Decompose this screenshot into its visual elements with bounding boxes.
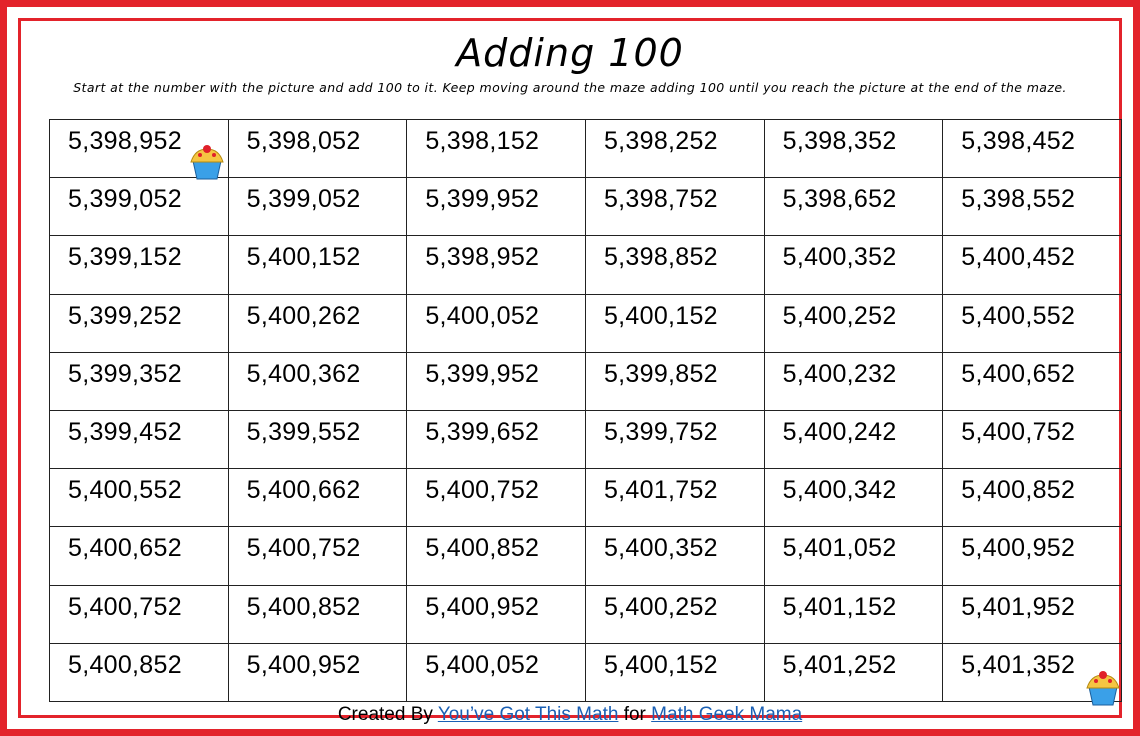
table-cell: 5,399,652: [407, 410, 586, 468]
footer: Created By You’ve Got This Math for Math…: [21, 704, 1119, 726]
table-cell: 5,398,852: [585, 236, 764, 294]
table-cell: 5,400,852: [228, 585, 407, 643]
table-cell: 5,400,252: [764, 294, 943, 352]
link[interactable]: Math Geek Mama: [651, 704, 802, 725]
table-cell: 5,400,552: [50, 469, 229, 527]
link[interactable]: You’ve Got This Math: [438, 704, 619, 725]
table-cell: 5,398,052: [228, 120, 407, 178]
footer-text: Created By: [338, 704, 433, 725]
table-cell: 5,401,152: [764, 585, 943, 643]
table-cell: 5,401,252: [764, 643, 943, 701]
table-cell: 5,400,352: [585, 527, 764, 585]
table-cell: 5,398,752: [585, 178, 764, 236]
table-cell: 5,400,652: [50, 527, 229, 585]
table-cell: 5,398,652: [764, 178, 943, 236]
table-cell: 5,400,342: [764, 469, 943, 527]
table-cell: 5,400,152: [585, 643, 764, 701]
table-cell: 5,399,852: [585, 352, 764, 410]
table-cell: 5,399,252: [50, 294, 229, 352]
footer-text: for: [624, 704, 646, 725]
table-cell: 5,399,052: [50, 178, 229, 236]
instructions: Start at the number with the picture and…: [49, 81, 1091, 95]
table-cell: 5,399,052: [228, 178, 407, 236]
table-cell: 5,400,952: [228, 643, 407, 701]
table-cell: 5,399,952: [407, 178, 586, 236]
title: Adding 100: [21, 31, 1119, 75]
table-cell: 5,400,652: [943, 352, 1122, 410]
table-cell: 5,401,952: [943, 585, 1122, 643]
table-cell: 5,400,362: [228, 352, 407, 410]
table-cell: 5,400,752: [943, 410, 1122, 468]
table-cell: 5,401,752: [585, 469, 764, 527]
cupcake-end: [1083, 667, 1123, 707]
table-cell: 5,400,852: [407, 527, 586, 585]
cupcake-start: [187, 141, 227, 181]
table-cell: 5,400,262: [228, 294, 407, 352]
table-cell: 5,400,152: [228, 236, 407, 294]
table-cell: 5,400,452: [943, 236, 1122, 294]
worksheet: Adding 100 Start at the number with the …: [0, 0, 1140, 736]
table-cell: 5,401,052: [764, 527, 943, 585]
table-cell: 5,399,552: [228, 410, 407, 468]
table-cell: 5,398,952: [407, 236, 586, 294]
table-cell: 5,398,452: [943, 120, 1122, 178]
table-cell: 5,400,752: [407, 469, 586, 527]
table-cell: 5,398,252: [585, 120, 764, 178]
table-cell: 5,400,152: [585, 294, 764, 352]
table-cell: 5,400,232: [764, 352, 943, 410]
table-cell: 5,400,852: [943, 469, 1122, 527]
table-cell: 5,398,352: [764, 120, 943, 178]
table-cell: 5,399,152: [50, 236, 229, 294]
table-cell: 5,400,752: [228, 527, 407, 585]
table-cell: 5,400,052: [407, 643, 586, 701]
table-cell: 5,399,752: [585, 410, 764, 468]
table-cell: 5,398,152: [407, 120, 586, 178]
table-cell: 5,400,552: [943, 294, 1122, 352]
table-cell: 5,400,952: [407, 585, 586, 643]
table-cell: 5,400,242: [764, 410, 943, 468]
table-cell: 5,400,352: [764, 236, 943, 294]
table-cell: 5,400,852: [50, 643, 229, 701]
table-cell: 5,399,952: [407, 352, 586, 410]
table-cell: 5,399,352: [50, 352, 229, 410]
table-cell: 5,400,252: [585, 585, 764, 643]
table-cell: 5,400,752: [50, 585, 229, 643]
table-cell: 5,399,452: [50, 410, 229, 468]
table-cell: 5,398,552: [943, 178, 1122, 236]
table-cell: 5,400,952: [943, 527, 1122, 585]
inner-frame: Adding 100 Start at the number with the …: [18, 18, 1122, 718]
table-cell: 5,400,662: [228, 469, 407, 527]
table-cell: 5,400,052: [407, 294, 586, 352]
